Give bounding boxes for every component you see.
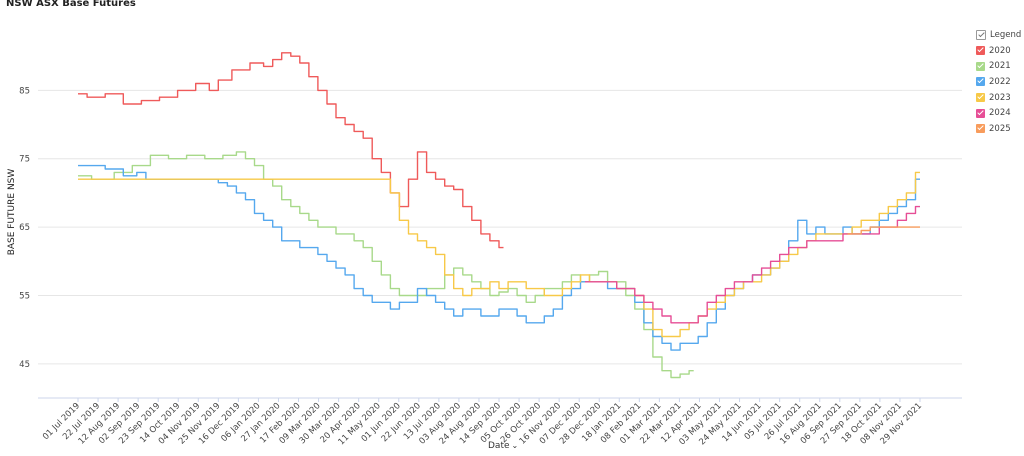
- series-line-2022[interactable]: [78, 164, 920, 351]
- checkbox-icon: [976, 77, 985, 87]
- legend-toggle-all[interactable]: Legend: [976, 27, 1024, 43]
- y-axis: 45 55 65 75 85: [19, 86, 30, 369]
- chevron-down-icon: ⌄: [511, 441, 519, 450]
- checkbox-icon: [976, 46, 985, 56]
- series-line-2020[interactable]: [78, 52, 504, 249]
- y-tick-label: 45: [19, 360, 30, 370]
- legend-item-label: 2023: [989, 92, 1011, 103]
- series-line-2021[interactable]: [78, 151, 694, 379]
- checkbox-icon: [976, 124, 985, 134]
- series-group: [78, 52, 920, 379]
- legend-item-label: 2022: [989, 76, 1011, 87]
- y-tick-label: 65: [19, 223, 30, 233]
- legend-item-label: 2025: [989, 123, 1011, 134]
- y-tick-label: 75: [19, 155, 30, 165]
- x-axis-date-dropdown[interactable]: Date ⌄: [488, 441, 518, 451]
- grid: [38, 89, 962, 399]
- series-line-2024[interactable]: [585, 205, 920, 324]
- legend-item-2021[interactable]: 2021: [976, 58, 1024, 74]
- y-tick-label: 55: [19, 291, 30, 301]
- series-line-2025[interactable]: [847, 226, 920, 235]
- y-tick-label: 85: [19, 86, 30, 96]
- legend-item-2022[interactable]: 2022: [976, 74, 1024, 90]
- page-title: NSW ASX Base Futures: [6, 0, 136, 9]
- legend-item-2024[interactable]: 2024: [976, 105, 1024, 121]
- legend-item-label: 2024: [989, 108, 1011, 119]
- legend-item-2025[interactable]: 2025: [976, 121, 1024, 137]
- legend-header-label: Legend: [990, 29, 1022, 40]
- legend-item-label: 2021: [989, 61, 1011, 72]
- checkbox-icon: [976, 61, 985, 71]
- checkbox-icon: [976, 29, 986, 40]
- checkbox-icon: [976, 108, 985, 118]
- checkbox-icon: [976, 93, 985, 103]
- legend: Legend 2020 2021 2022 2023 2024 2025: [976, 27, 1024, 137]
- legend-item-label: 2020: [989, 45, 1011, 56]
- legend-item-2023[interactable]: 2023: [976, 90, 1024, 106]
- legend-item-2020[interactable]: 2020: [976, 43, 1024, 59]
- y-axis-title: BASE FUTURE NSW: [7, 169, 17, 256]
- x-axis-title: Date: [488, 441, 510, 451]
